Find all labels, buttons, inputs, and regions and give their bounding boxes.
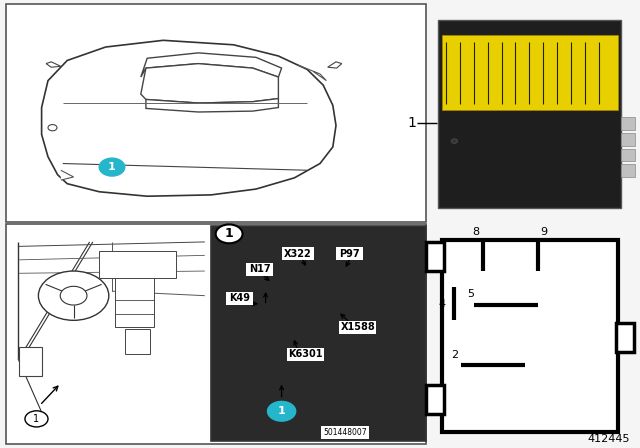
Bar bbox=[621, 133, 635, 146]
Bar bbox=[321, 426, 369, 439]
Text: 1: 1 bbox=[278, 406, 285, 416]
Text: X1588: X1588 bbox=[340, 323, 375, 332]
Text: 9: 9 bbox=[540, 227, 548, 237]
Polygon shape bbox=[328, 62, 342, 68]
Text: 1: 1 bbox=[108, 162, 116, 172]
Circle shape bbox=[268, 401, 296, 421]
Bar bbox=[621, 164, 635, 177]
Bar bbox=[426, 385, 444, 414]
Bar bbox=[99, 251, 176, 278]
Bar bbox=[336, 247, 363, 260]
Bar bbox=[282, 247, 314, 260]
Polygon shape bbox=[141, 64, 278, 103]
Text: K6301: K6301 bbox=[288, 349, 323, 359]
Polygon shape bbox=[61, 170, 74, 180]
Bar bbox=[339, 321, 376, 334]
Bar bbox=[115, 269, 154, 327]
Text: 8: 8 bbox=[472, 227, 479, 237]
Bar bbox=[442, 240, 618, 432]
Bar bbox=[621, 117, 635, 130]
Bar bbox=[226, 292, 253, 305]
Polygon shape bbox=[46, 62, 61, 67]
Text: K49: K49 bbox=[229, 293, 250, 303]
Bar bbox=[442, 35, 618, 111]
Bar bbox=[621, 149, 635, 161]
Text: 412445: 412445 bbox=[588, 435, 630, 444]
Circle shape bbox=[216, 224, 243, 243]
Circle shape bbox=[48, 125, 57, 131]
Text: P97: P97 bbox=[339, 249, 360, 258]
Polygon shape bbox=[42, 40, 336, 196]
Bar bbox=[125, 329, 150, 354]
Bar bbox=[6, 4, 426, 222]
Polygon shape bbox=[146, 99, 278, 112]
Bar bbox=[211, 226, 426, 441]
Polygon shape bbox=[298, 65, 326, 81]
Bar bbox=[438, 20, 621, 208]
Circle shape bbox=[99, 158, 125, 176]
Circle shape bbox=[451, 139, 458, 143]
Bar bbox=[287, 348, 324, 361]
Bar bbox=[616, 323, 634, 352]
Polygon shape bbox=[141, 53, 282, 77]
Text: N17: N17 bbox=[249, 264, 271, 274]
Text: 4: 4 bbox=[438, 298, 445, 309]
Circle shape bbox=[38, 271, 109, 320]
Text: 1: 1 bbox=[407, 116, 416, 130]
Text: 1: 1 bbox=[225, 227, 234, 241]
Text: 2: 2 bbox=[451, 350, 458, 360]
Bar bbox=[19, 347, 42, 376]
Circle shape bbox=[25, 411, 48, 427]
Bar bbox=[426, 242, 444, 271]
Text: 5: 5 bbox=[467, 289, 474, 299]
Circle shape bbox=[60, 286, 87, 305]
Text: 1: 1 bbox=[33, 414, 40, 424]
Bar bbox=[6, 224, 426, 444]
Bar bbox=[246, 263, 273, 276]
Text: 501448007: 501448007 bbox=[323, 428, 367, 437]
Text: X322: X322 bbox=[284, 249, 312, 258]
